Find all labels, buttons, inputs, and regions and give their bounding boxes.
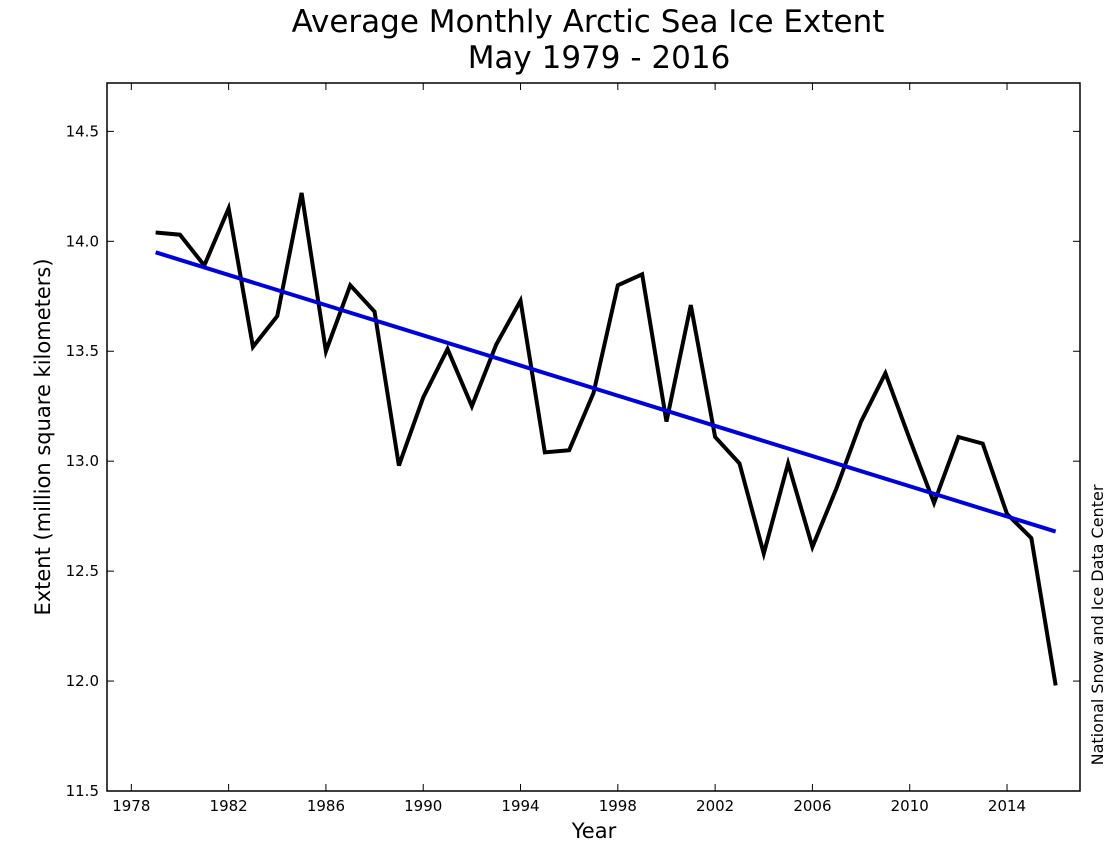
y-tick-label: 11.5: [66, 782, 99, 800]
x-tick-label: 1978: [112, 797, 150, 815]
chart-subtitle: May 1979 - 2016: [468, 40, 731, 76]
chart-title: Average Monthly Arctic Sea Ice Extent: [292, 4, 885, 40]
y-tick-label: 13.0: [66, 452, 99, 470]
y-tick-label: 12.0: [66, 672, 99, 690]
x-tick-label: 2006: [793, 797, 831, 815]
y-tick-label: 12.5: [66, 562, 99, 580]
x-tick-label: 1986: [307, 797, 345, 815]
y-tick-label: 13.5: [66, 342, 99, 360]
series-group: [155, 192, 1058, 686]
x-tick-label: 1994: [501, 797, 539, 815]
x-axis-label: Year: [571, 819, 617, 843]
axis-ticks: 1978 1982 1986 1990 1994 1998 2002 2006 2010 2014…: [66, 83, 1080, 815]
credit-label: National Snow and Ice Data Center: [1088, 484, 1107, 765]
x-tick-label: 2014: [988, 797, 1026, 815]
trend-line: [155, 250, 1057, 534]
extent-series-line: [155, 192, 1058, 686]
plot-frame: [106, 82, 1081, 792]
x-tick-label: 1998: [599, 797, 637, 815]
x-tick-label: 1982: [210, 797, 248, 815]
y-tick-label: 14.5: [66, 122, 99, 140]
x-tick-label: 2002: [696, 797, 734, 815]
y-tick-label: 14.0: [66, 232, 99, 250]
x-tick-label: 1990: [404, 797, 442, 815]
y-axis-label: Extent (million square kilometers): [31, 258, 55, 615]
x-tick-label: 2010: [891, 797, 929, 815]
